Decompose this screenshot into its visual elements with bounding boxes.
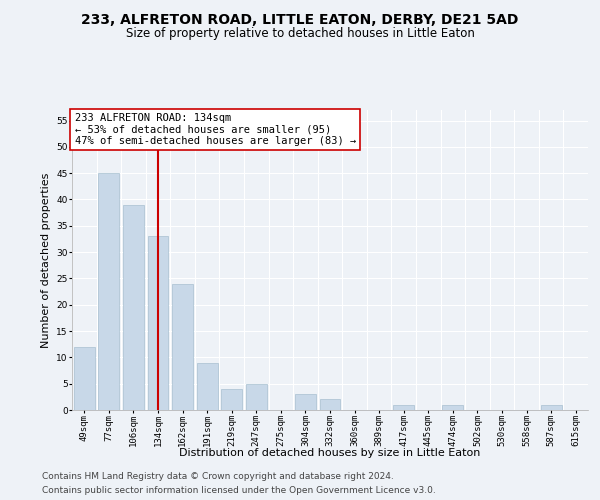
Bar [172, 284, 193, 410]
Text: Contains HM Land Registry data © Crown copyright and database right 2024.: Contains HM Land Registry data © Crown c… [42, 472, 394, 481]
Text: Contains public sector information licensed under the Open Government Licence v3: Contains public sector information licen… [42, 486, 436, 495]
Bar [246, 384, 267, 410]
Bar [541, 404, 562, 410]
Bar [123, 204, 144, 410]
Bar [393, 404, 414, 410]
Bar [197, 362, 218, 410]
Text: 233, ALFRETON ROAD, LITTLE EATON, DERBY, DE21 5AD: 233, ALFRETON ROAD, LITTLE EATON, DERBY,… [82, 12, 518, 26]
Text: Size of property relative to detached houses in Little Eaton: Size of property relative to detached ho… [125, 28, 475, 40]
Bar [221, 389, 242, 410]
Bar [148, 236, 169, 410]
Text: Distribution of detached houses by size in Little Eaton: Distribution of detached houses by size … [179, 448, 481, 458]
Text: 233 ALFRETON ROAD: 134sqm
← 53% of detached houses are smaller (95)
47% of semi-: 233 ALFRETON ROAD: 134sqm ← 53% of detac… [74, 113, 356, 146]
Bar [74, 347, 95, 410]
Y-axis label: Number of detached properties: Number of detached properties [41, 172, 51, 348]
Bar [442, 404, 463, 410]
Bar [98, 173, 119, 410]
Bar [295, 394, 316, 410]
Bar [320, 400, 340, 410]
